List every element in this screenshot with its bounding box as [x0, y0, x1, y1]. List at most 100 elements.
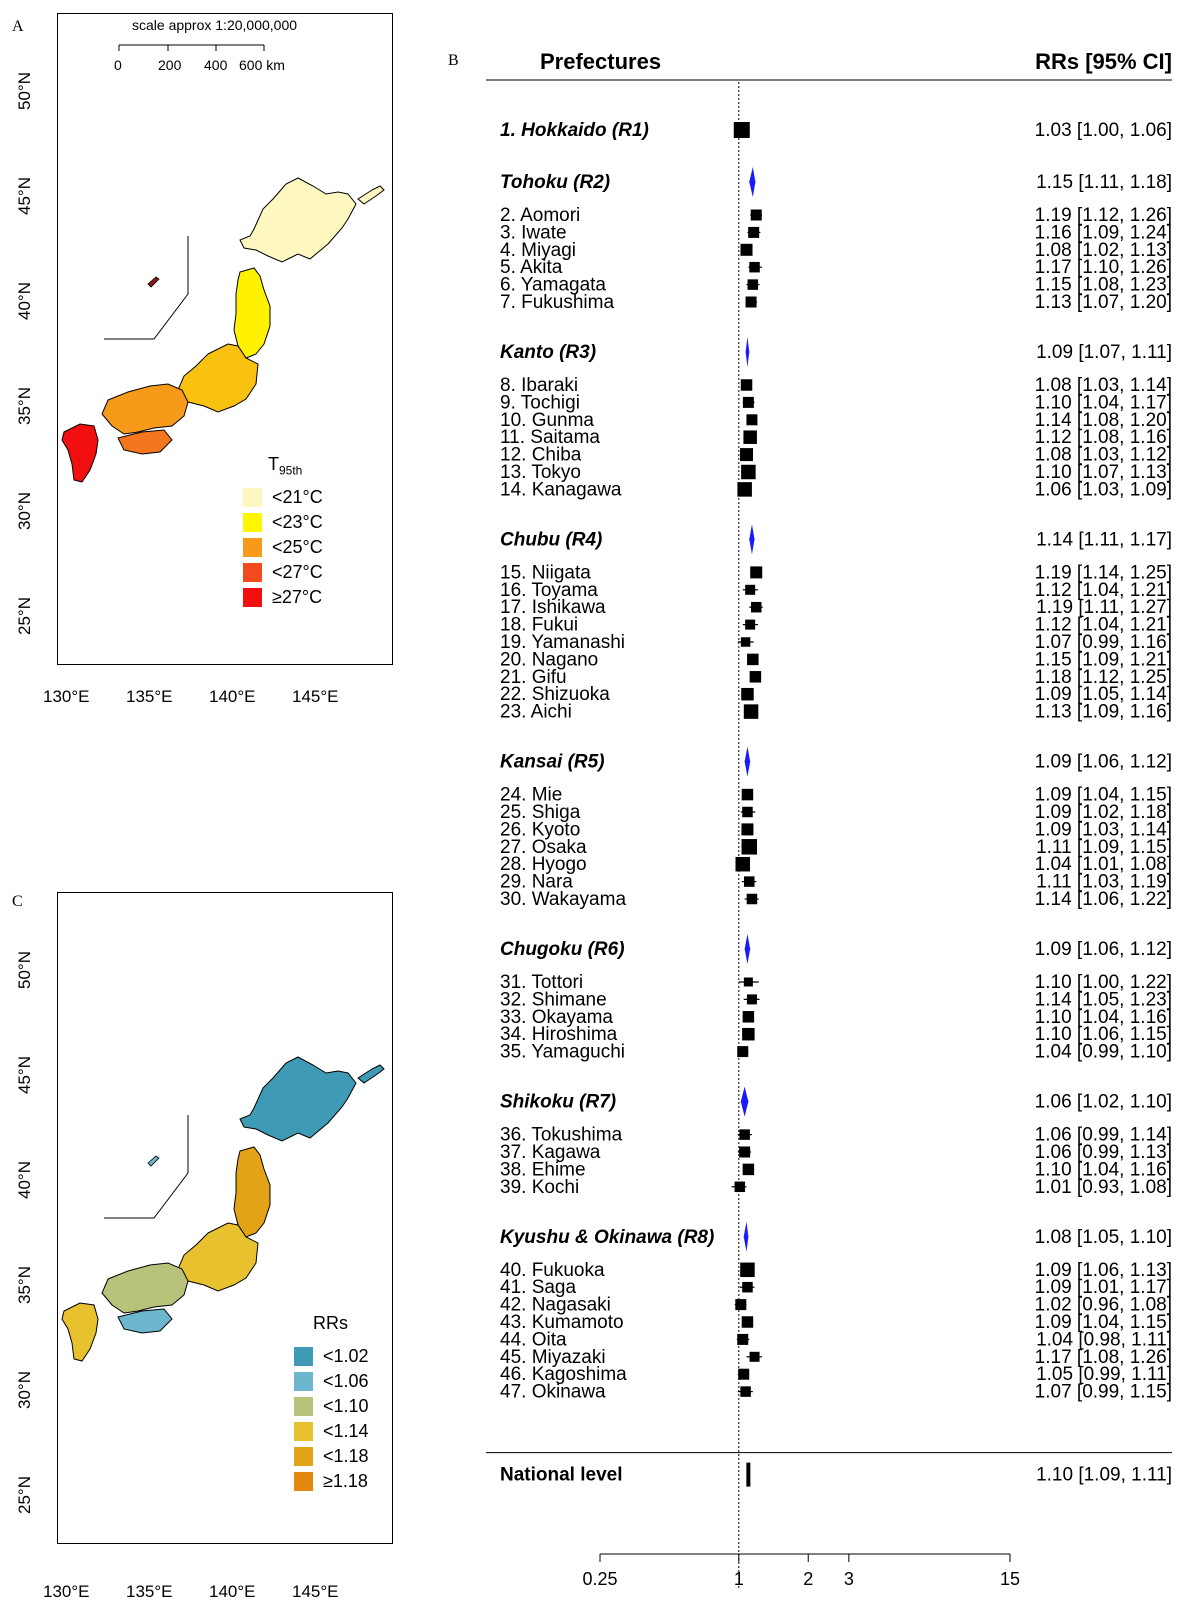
forest-row-label: 1. Hokkaido (R1) — [500, 120, 649, 141]
forest-point-square — [740, 1262, 755, 1278]
forest-point-square — [740, 448, 754, 462]
forest-row-value: 1.09 [1.03, 1.14] — [1035, 819, 1172, 840]
map-c-lon-label: 145°E — [292, 1582, 339, 1601]
forest-row-label: 27. Osaka — [500, 837, 587, 858]
forest-row-label: 37. Kagawa — [500, 1142, 601, 1163]
forest-point-square — [749, 261, 760, 273]
forest-row-value: 1.13 [1.07, 1.20] — [1035, 292, 1172, 313]
forest-row-label: 11. Saitama — [500, 427, 600, 448]
map-c-legend-swatch — [294, 1472, 313, 1491]
forest-row-value: 1.18 [1.12, 1.25] — [1035, 667, 1172, 688]
forest-point-square — [746, 994, 757, 1005]
map-a-legend-swatch — [243, 513, 262, 532]
map-a-lon-label: 140°E — [209, 687, 256, 706]
map-c-legend-label: <1.10 — [323, 1396, 369, 1416]
forest-point-square — [747, 279, 759, 290]
forest-x-tick-label: 1 — [734, 1569, 744, 1589]
forest-row-value: 1.06 [1.02, 1.10] — [1035, 1092, 1172, 1113]
forest-row-label: Kansai (R5) — [500, 752, 605, 773]
forest-row-value: 1.06 [1.03, 1.09] — [1035, 479, 1172, 500]
map-a-tohoku — [233, 267, 271, 359]
forest-row-label: 43. Kumamoto — [500, 1312, 624, 1333]
forest-point-square — [750, 209, 762, 221]
forest-point-square — [738, 1368, 750, 1380]
map-a-legend-title-main: T — [268, 454, 279, 474]
forest-row-label: 24. Mie — [500, 785, 562, 806]
map-c-shikoku — [117, 1308, 173, 1334]
forest-row-value: 1.17 [1.08, 1.26] — [1035, 1347, 1172, 1368]
map-a-legend-item: ≥27°C — [243, 587, 322, 608]
forest-row-label: 25. Shiga — [500, 802, 581, 823]
map-c-island — [147, 1155, 160, 1167]
forest-national-marker — [746, 1462, 751, 1487]
forest-point-square — [742, 1281, 753, 1293]
forest-row-value: 1.11 [1.09, 1.15] — [1036, 837, 1172, 858]
map-a-inset-line — [104, 236, 189, 340]
forest-row-value: 1.07 [0.99, 1.16] — [1035, 632, 1172, 653]
map-c-frame: RRs <1.02 <1.06 <1.10 <1.14 <1.18 ≥1.18 — [57, 892, 393, 1544]
map-c-legend-label: <1.18 — [323, 1446, 369, 1466]
forest-row-value: 1.17 [1.10, 1.26] — [1035, 257, 1172, 278]
forest-point-square — [747, 653, 759, 666]
forest-point-square — [737, 1046, 749, 1058]
panel-c-letter: C — [12, 893, 23, 910]
map-a-legend-label: ≥27°C — [272, 587, 323, 607]
map-a-lon-label: 135°E — [126, 687, 173, 706]
forest-point-square — [740, 243, 753, 256]
forest-row-label: 4. Miyagi — [500, 240, 576, 261]
forest-row-label: 42. Nagasaki — [500, 1295, 611, 1316]
map-a-shikoku — [117, 429, 173, 455]
map-c-legend-swatch — [294, 1422, 313, 1441]
forest-point-square — [740, 1386, 751, 1397]
forest-summary-diamond — [743, 1221, 749, 1252]
forest-row-value: 1.19 [1.14, 1.25] — [1035, 562, 1172, 583]
forest-row-value: 1.10 [1.07, 1.13] — [1035, 462, 1172, 483]
map-a-west — [101, 383, 189, 435]
forest-row-label: 45. Miyazaki — [500, 1347, 606, 1368]
map-c-legend-label: <1.14 — [323, 1421, 369, 1441]
map-a-lon-label: 130°E — [43, 687, 90, 706]
forest-row-value: 1.10 [1.04, 1.17] — [1035, 392, 1172, 413]
forest-row-value: 1.09 [1.04, 1.15] — [1035, 1312, 1172, 1333]
forest-row-value: 1.14 [1.08, 1.20] — [1035, 410, 1172, 431]
map-c-tohoku — [233, 1146, 271, 1238]
forest-row-value: 1.09 [1.06, 1.13] — [1035, 1260, 1172, 1281]
forest-row-label: National level — [500, 1465, 623, 1486]
forest-row-label: 3. Iwate — [500, 222, 567, 243]
forest-point-square — [745, 584, 756, 595]
map-a-island — [147, 276, 160, 288]
map-c-legend-swatch — [294, 1397, 313, 1416]
map-c-legend-item: <1.18 — [294, 1446, 369, 1467]
forest-row-label: 15. Niigata — [500, 562, 591, 583]
forest-summary-diamond — [749, 167, 756, 197]
forest-row-label: 28. Hyogo — [500, 854, 587, 875]
forest-x-tick-label: 3 — [844, 1569, 854, 1589]
forest-row-label: 8. Ibaraki — [500, 375, 578, 396]
forest-row-label: 23. Aichi — [500, 702, 572, 723]
panel-a-letter: A — [12, 18, 24, 35]
map-c-legend-item: <1.06 — [294, 1371, 369, 1392]
map-a-scale-title: scale approx 1:20,000,000 — [132, 17, 298, 33]
forest-point-square — [746, 893, 758, 905]
map-a-legend-swatch — [243, 488, 262, 507]
forest-row-value: 1.12 [1.08, 1.16] — [1035, 427, 1172, 448]
forest-point-square — [741, 788, 754, 801]
forest-row-label: 7. Fukushima — [500, 292, 614, 313]
forest-row-value: 1.14 [1.05, 1.23] — [1035, 989, 1172, 1010]
forest-row-value: 1.05 [0.99, 1.11] — [1036, 1364, 1172, 1385]
map-c-legend-swatch — [294, 1447, 313, 1466]
map-c-svg — [61, 1056, 385, 1362]
forest-point-square — [743, 704, 759, 719]
forest-row-label: 16. Toyama — [500, 580, 598, 601]
forest-point-square — [742, 1163, 755, 1176]
map-a-legend-swatch — [243, 588, 262, 607]
map-a-legend-swatch — [243, 563, 262, 582]
forest-x-axis: 0.25 1 2 3 15 — [582, 1553, 1020, 1589]
map-a-legend-label: <21°C — [272, 487, 323, 507]
forest-row-label: Chubu (R4) — [500, 529, 602, 550]
forest-row-value: 1.03 [1.00, 1.06] — [1035, 120, 1172, 141]
forest-row-label: 40. Fukuoka — [500, 1260, 605, 1281]
forest-row-value: 1.07 [0.99, 1.15] — [1035, 1382, 1172, 1403]
forest-row-value: 1.04 [0.99, 1.10] — [1035, 1042, 1172, 1063]
forest-point-square — [733, 122, 750, 138]
